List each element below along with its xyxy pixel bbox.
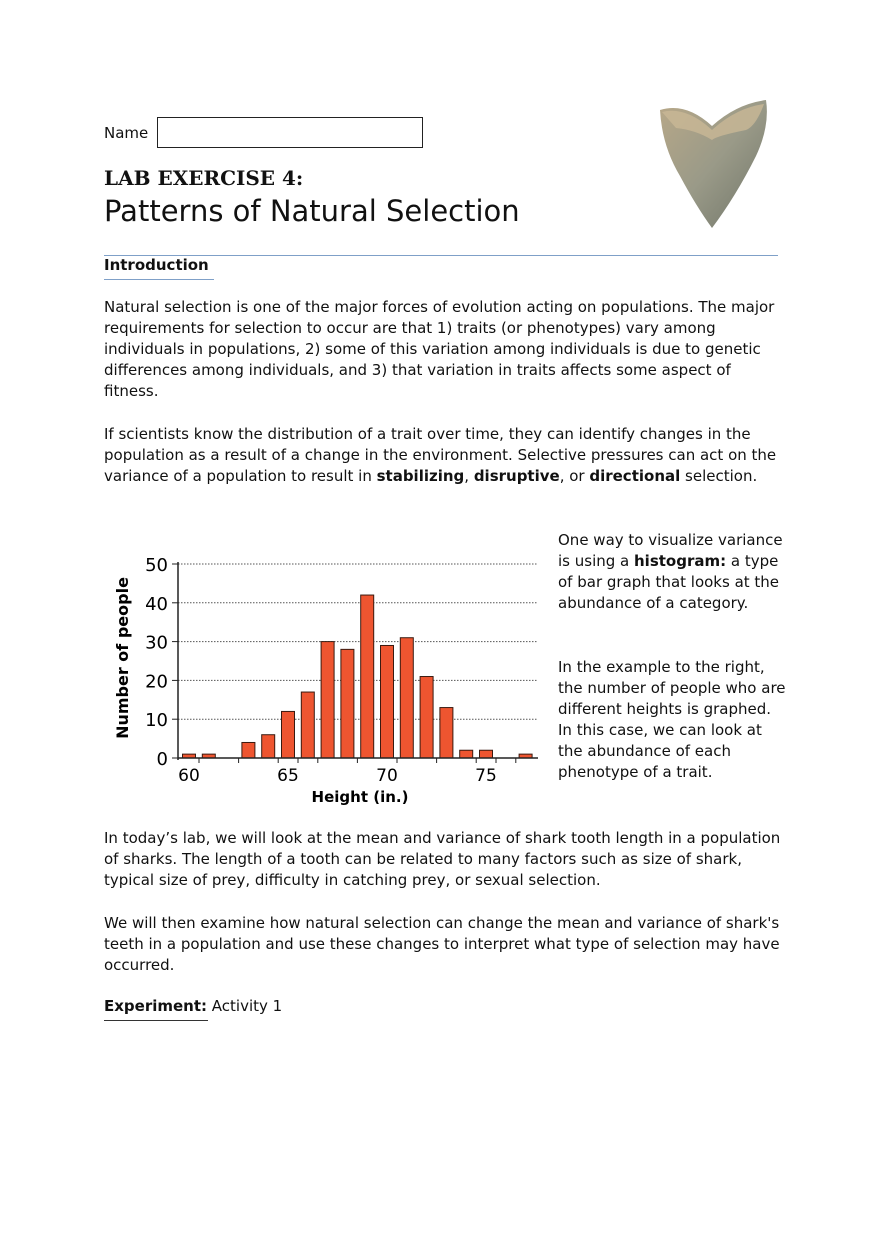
histogram-bar (419, 676, 434, 759)
text: , (464, 467, 474, 485)
text: One way to visualize variance is using a (558, 531, 783, 570)
text: If scientists know the distribution of a… (104, 425, 777, 485)
y-tick-label: 40 (145, 594, 168, 615)
page-title: Patterns of Natural Selection (104, 194, 520, 228)
histogram-bar (281, 710, 295, 759)
divider (104, 255, 778, 256)
histogram-bar (439, 707, 454, 759)
x-tick-label: 75 (475, 766, 497, 786)
text: , or (559, 467, 590, 485)
histogram-bar (399, 637, 414, 759)
body-paragraph-3: In today’s lab, we will look at the mean… (104, 829, 781, 889)
y-tick-label: 20 (145, 671, 168, 692)
histogram-bar (459, 749, 474, 759)
histogram-bar (360, 594, 375, 759)
term-stabilizing: stabilizing (376, 467, 465, 485)
y-tick-label: 0 (157, 749, 168, 770)
histogram-bar (300, 691, 315, 759)
x-tick-label: 70 (376, 766, 398, 786)
side-paragraph-1: One way to visualize variance is using a… (558, 530, 788, 614)
histogram-bar (261, 734, 276, 759)
histogram-bar (340, 648, 355, 759)
histogram-bar (241, 741, 256, 759)
x-tick-label: 60 (178, 766, 200, 786)
text: selection. (680, 467, 758, 485)
shark-tooth-image (660, 100, 767, 228)
text: a type of bar graph that looks at the ab… (558, 552, 780, 612)
term-disruptive: disruptive (473, 467, 560, 485)
body-paragraph-4: We will then examine how natural selecti… (104, 914, 780, 974)
intro-paragraph-1: Natural selection is one of the major fo… (104, 298, 775, 400)
experiment-underline (104, 1020, 208, 1021)
lab-title: LAB EXERCISE 4: (104, 166, 304, 190)
heading-underline (104, 279, 214, 280)
y-tick-label: 50 (145, 555, 168, 576)
x-axis-label: Height (in.) (312, 788, 409, 806)
histogram-bar (479, 749, 493, 759)
experiment-label: Experiment: (104, 997, 208, 1015)
side-paragraph-2: In the example to the right, the number … (558, 658, 786, 781)
histogram-chart: 0 10 20 30 40 50 60 65 70 75 Height (in.) Number … (113, 555, 538, 806)
term-histogram: histogram: (634, 552, 727, 570)
histogram-bar (380, 644, 394, 759)
term-directional: directional (589, 467, 681, 485)
experiment-value: Activity 1 (207, 997, 283, 1015)
section-heading-introduction: Introduction (104, 256, 209, 274)
intro-paragraph-2: If scientists know the distribution of a… (104, 424, 784, 487)
name-input[interactable] (157, 117, 423, 148)
y-tick-label: 10 (145, 710, 168, 731)
x-tick-label: 65 (277, 766, 299, 786)
y-axis-label: Number of people (113, 577, 132, 739)
histogram-bar (320, 641, 335, 759)
experiment-line: Experiment: Activity 1 (104, 997, 282, 1015)
y-tick-label: 30 (145, 633, 168, 654)
name-label: Name (104, 124, 149, 142)
